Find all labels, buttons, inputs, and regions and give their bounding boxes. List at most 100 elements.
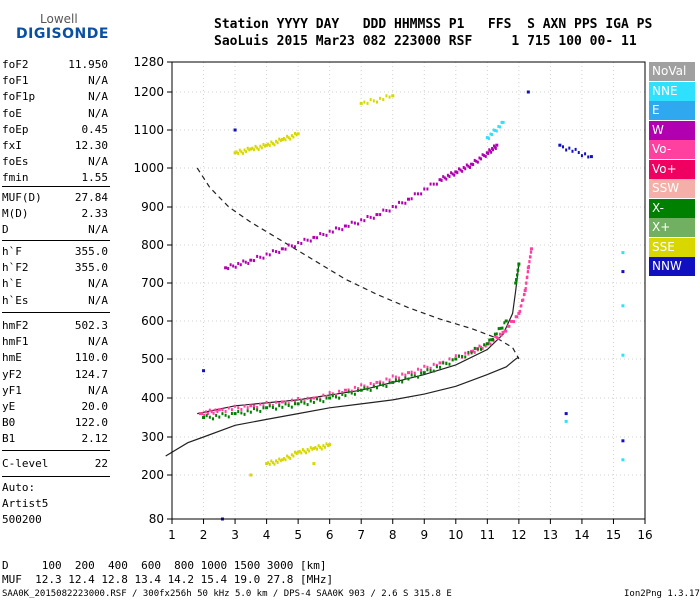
data-point (256, 408, 259, 412)
data-point (426, 365, 429, 369)
data-point (249, 404, 253, 408)
data-point (284, 247, 287, 251)
data-point (233, 412, 237, 416)
data-point (298, 449, 301, 453)
data-point (514, 281, 518, 285)
param-row: M(D) 2.33 (2, 206, 108, 222)
data-point (279, 139, 282, 143)
data-point (483, 343, 486, 347)
param-value: 355.0 (74, 245, 108, 258)
param-row: fxI 12.30 (2, 138, 108, 154)
x-tick-label: 2 (200, 528, 208, 542)
data-point (442, 361, 445, 365)
data-point (338, 396, 341, 400)
data-point (275, 459, 278, 463)
data-point (353, 392, 356, 396)
data-point (525, 281, 528, 285)
data-point (238, 148, 241, 152)
data-point (273, 462, 276, 466)
data-point (391, 374, 394, 378)
clevel-value: 22 (94, 457, 108, 470)
data-point (461, 354, 464, 358)
data-point (244, 260, 247, 264)
data-point (621, 304, 625, 308)
data-point (245, 150, 248, 154)
data-point (357, 388, 360, 392)
data-point (233, 128, 237, 132)
x-tick-label: 8 (389, 528, 397, 542)
data-point (350, 389, 353, 393)
data-point (450, 171, 453, 175)
data-point (497, 124, 500, 128)
data-point (262, 256, 265, 260)
data-point (423, 187, 426, 191)
plot-frame (171, 61, 646, 520)
data-point (243, 412, 246, 416)
data-point (366, 385, 369, 389)
data-point (262, 406, 265, 410)
param-label: MUF(D) (2, 191, 42, 204)
data-point (446, 173, 449, 177)
data-point (284, 402, 287, 406)
data-point (308, 449, 311, 453)
data-point (565, 148, 568, 152)
data-point (230, 408, 233, 412)
param-row: yF2 124.7 (2, 367, 108, 383)
data-point (249, 473, 253, 477)
data-point (224, 413, 227, 417)
data-point (487, 137, 490, 141)
data-point (327, 443, 330, 447)
data-point (331, 230, 334, 234)
data-point (420, 368, 423, 372)
param-row: foF1p N/A (2, 89, 108, 105)
footer-distance-row: D 100 200 400 600 800 1000 1500 3000 [km… (2, 559, 327, 572)
data-point (379, 96, 382, 100)
data-point (407, 371, 410, 375)
data-point (275, 407, 278, 411)
data-point (504, 319, 508, 323)
data-point (286, 134, 289, 138)
data-point (501, 120, 505, 124)
data-point (293, 245, 296, 249)
data-point (341, 228, 344, 232)
data-point (331, 392, 334, 396)
data-point (587, 155, 590, 159)
data-point (300, 400, 303, 404)
data-point (201, 412, 204, 416)
data-point (476, 347, 479, 351)
param-value: 0.45 (81, 122, 109, 136)
data-point (227, 267, 230, 271)
data-point (341, 390, 344, 394)
data-point (282, 457, 285, 461)
data-point (454, 354, 457, 358)
param-value: 1.55 (81, 171, 109, 185)
data-point (306, 447, 309, 451)
data-point (306, 396, 309, 400)
data-point (212, 411, 215, 415)
param-label: B1 (2, 432, 16, 446)
legend-item: Vo- (649, 140, 695, 159)
x-tick-label: 9 (420, 528, 428, 542)
data-point (328, 443, 332, 447)
data-point (385, 94, 388, 98)
data-point (278, 402, 281, 406)
data-point (401, 372, 404, 376)
data-point (517, 311, 521, 315)
data-point (325, 233, 328, 237)
data-point (309, 399, 312, 403)
data-point (281, 405, 284, 409)
legend-item: SSE (649, 237, 695, 257)
data-point (526, 90, 530, 94)
data-point (410, 370, 413, 374)
param-value: 124.7 (74, 367, 108, 381)
data-point (350, 220, 353, 224)
data-point (464, 355, 467, 359)
data-point (221, 412, 224, 416)
param-row: h`E N/A (2, 276, 108, 292)
data-point (500, 120, 503, 124)
data-point (439, 365, 442, 369)
data-point (262, 142, 265, 146)
data-point (407, 197, 410, 201)
data-point (208, 408, 211, 412)
data-point (353, 385, 356, 389)
